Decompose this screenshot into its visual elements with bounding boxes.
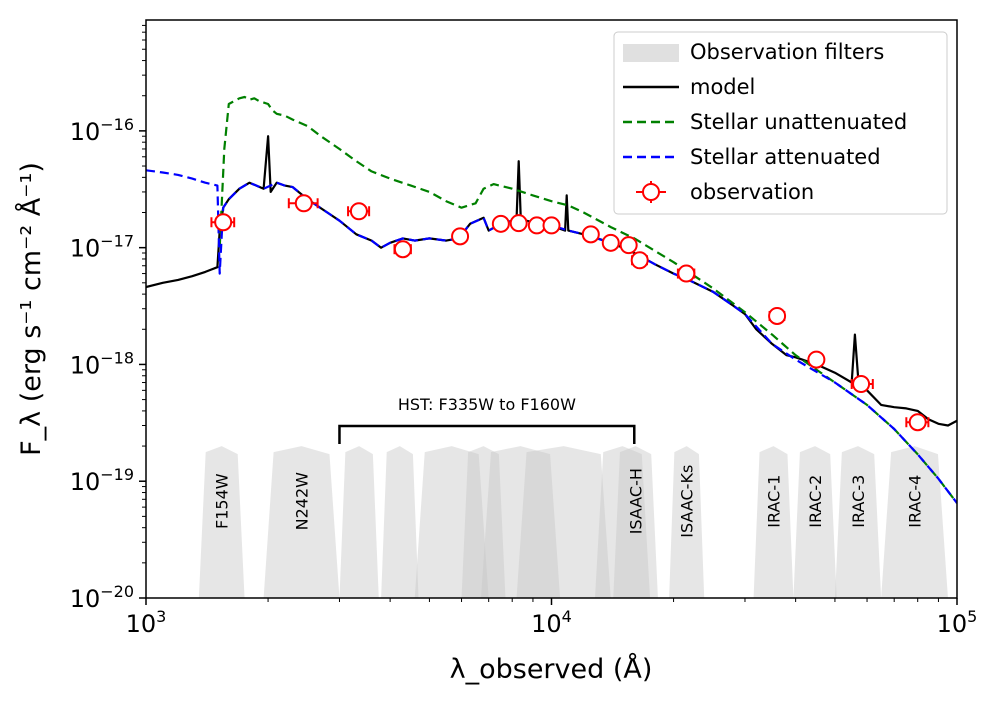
y-axis-label: F_λ (erg s⁻¹ cm⁻² Å⁻¹) — [15, 162, 47, 456]
y-tick-label: 10−16 — [70, 115, 134, 146]
observation-marker — [768, 306, 787, 325]
hst-bracket — [338, 424, 636, 444]
legend-label: observation — [690, 180, 814, 204]
filter-band-f814w — [480, 446, 561, 598]
filter-band-f335w — [339, 446, 379, 598]
filter-label-irac-3: IRAC-3 — [849, 475, 868, 528]
filter-band-irac-2 — [793, 446, 837, 598]
observation-point — [619, 236, 638, 255]
y-tick-label: 10−17 — [70, 232, 134, 263]
observation-marker — [908, 413, 927, 432]
observation-point — [768, 306, 787, 325]
legend-label: Stellar attenuated — [690, 145, 881, 169]
observation-point — [347, 202, 371, 221]
observation-point — [850, 374, 874, 393]
observation-marker — [581, 225, 600, 244]
observation-point — [581, 225, 600, 244]
filter-band-isaac-h — [613, 446, 658, 598]
filter-band-isaac-ks — [669, 446, 705, 598]
observation-marker — [509, 214, 528, 233]
y-tick-label: 10−20 — [70, 582, 134, 613]
observation-point — [451, 227, 470, 246]
observation-marker — [619, 236, 638, 255]
legend-box — [613, 31, 948, 215]
hst-annotation-text: HST: F335W to F160W — [398, 395, 576, 414]
observation-point — [630, 251, 649, 270]
observation-marker — [214, 213, 233, 232]
filter-label-n242w: N242W — [293, 472, 312, 531]
legend-label: model — [690, 75, 755, 99]
filter-band-f160w — [594, 446, 651, 598]
observation-point — [905, 413, 930, 432]
filter-label-irac-1: IRAC-1 — [764, 475, 783, 528]
observation-point — [527, 216, 546, 235]
observation-marker — [807, 350, 826, 369]
observation-marker — [349, 202, 368, 221]
axis-ticks: 103 104 105 10−20 10−19 10−18 10−17 10−16 — [70, 24, 978, 638]
legend-item-observation-filters: Observation filters — [623, 40, 884, 64]
observation-point — [287, 194, 319, 213]
observation-marker — [451, 227, 470, 246]
filter-band-irac-3 — [834, 446, 882, 598]
observation-point — [676, 264, 696, 283]
legend-swatch-marker — [642, 183, 660, 201]
observation-point — [393, 240, 412, 259]
filter-label-isaac-h: ISAAC-H — [627, 468, 646, 534]
legend-item-stellar-attenuated: Stellar attenuated — [623, 145, 881, 169]
observation-point — [210, 213, 236, 232]
y-tick-label: 10−18 — [70, 348, 134, 379]
series-stellar-unattenuated — [218, 95, 957, 504]
observation-point — [601, 233, 620, 252]
observation-marker — [294, 194, 313, 213]
observation-point — [542, 216, 561, 235]
filter-label-irac-4: IRAC-4 — [906, 475, 925, 528]
filter-band-irac-1 — [753, 446, 794, 598]
filter-label-isaac-ks: ISAAC-Ks — [678, 465, 697, 538]
filter-band-f555w — [414, 446, 489, 598]
legend-label: Stellar unattenuated — [690, 110, 907, 134]
filter-band-f439w — [381, 446, 419, 598]
filter-band-f110w — [516, 446, 611, 598]
y-tick-label: 10−19 — [70, 465, 134, 496]
observation-marker — [491, 214, 510, 233]
legend-swatch — [623, 44, 679, 62]
observation-point — [807, 350, 826, 369]
observation-marker — [601, 233, 620, 252]
legend-item-stellar-unattenuated: Stellar unattenuated — [623, 110, 907, 134]
hst-annotation: HST: F335W to F160W — [338, 395, 636, 444]
observation-point — [509, 214, 528, 233]
filter-band-f675w — [461, 446, 506, 598]
observation-marker — [852, 374, 871, 393]
legend-label: Observation filters — [690, 40, 884, 64]
observation-marker — [677, 264, 696, 283]
x-axis-label: λ_observed (Å) — [450, 653, 653, 685]
observation-marker — [527, 216, 546, 235]
filter-band-f154w — [198, 446, 245, 598]
observation-filters: F154W N242W ISAAC-H ISAAC-Ks IRAC-1 IRAC-2 IRA… — [198, 446, 948, 598]
filter-label-irac-2: IRAC-2 — [806, 475, 825, 528]
filter-label-f154w: F154W — [213, 473, 232, 529]
observation-marker — [393, 240, 412, 259]
filter-band-n242w — [263, 446, 340, 598]
observation-marker — [542, 216, 561, 235]
x-tick-label: 104 — [531, 607, 572, 638]
x-tick-label: 105 — [937, 607, 978, 638]
observation-points — [210, 194, 930, 432]
legend: Observation filters model Stellar unattenu… — [613, 31, 948, 215]
observation-marker — [630, 251, 649, 270]
legend-item-observation: observation — [636, 180, 814, 204]
x-tick-label: 103 — [126, 607, 167, 638]
filter-band-irac-4 — [881, 446, 948, 598]
observation-point — [491, 214, 510, 233]
legend-item-model: model — [623, 75, 755, 99]
